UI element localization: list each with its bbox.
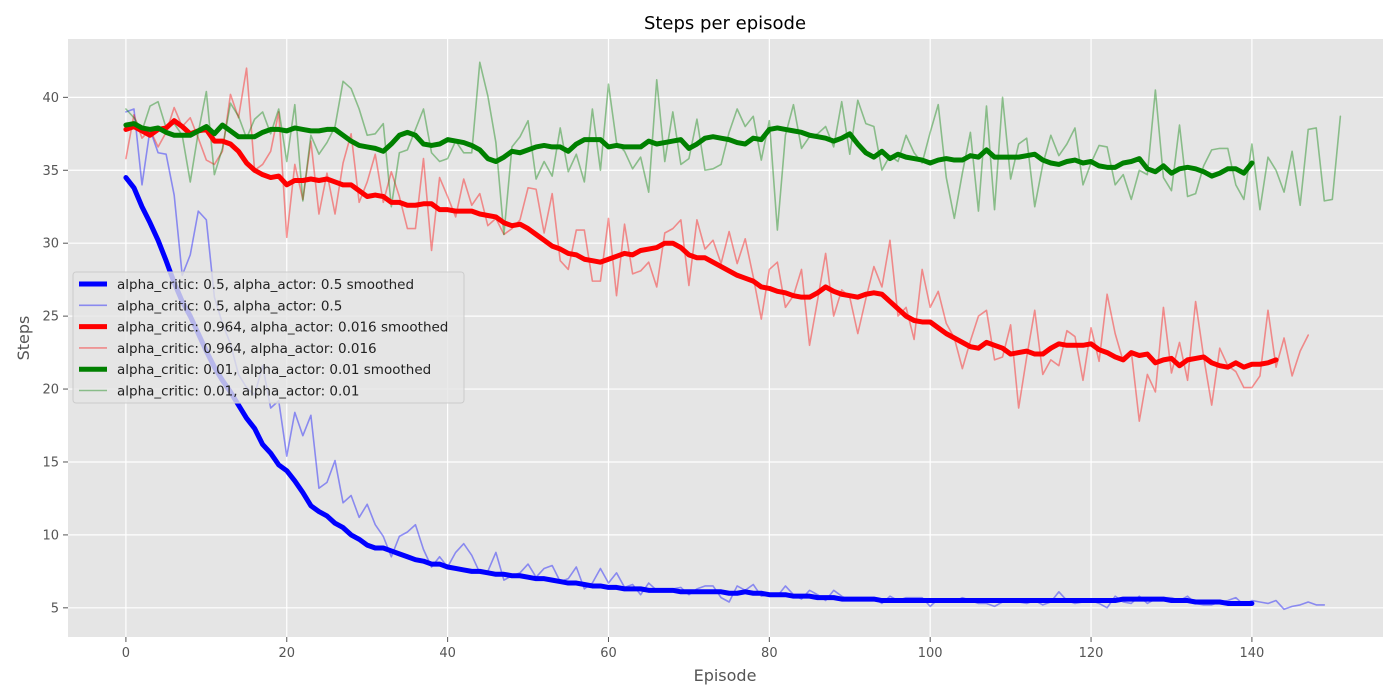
- x-tick-label: 120: [1079, 646, 1104, 661]
- legend-label-4: alpha_critic: 0.01, alpha_actor: 0.01 sm…: [117, 362, 431, 378]
- x-tick-label: 100: [918, 646, 943, 661]
- chart-title: Steps per episode: [644, 13, 806, 34]
- series-line-5: [125, 61, 1342, 236]
- legend-label-2: alpha_critic: 0.964, alpha_actor: 0.016 …: [117, 320, 448, 336]
- x-tick-label: 140: [1239, 646, 1264, 661]
- y-tick-label: 25: [42, 310, 59, 325]
- x-tick-label: 80: [761, 646, 778, 661]
- legend-label-5: alpha_critic: 0.01, alpha_actor: 0.01: [117, 384, 359, 400]
- series-line-2: [123, 118, 1279, 370]
- x-axis-label: Episode: [694, 666, 757, 685]
- y-tick-label: 30: [42, 237, 59, 252]
- y-tick-label: 10: [42, 528, 59, 543]
- legend-label-0: alpha_critic: 0.5, alpha_actor: 0.5 smoo…: [117, 277, 414, 293]
- legend-label-3: alpha_critic: 0.964, alpha_actor: 0.016: [117, 341, 377, 357]
- series-line-3: [125, 67, 1309, 422]
- y-tick-label: 40: [42, 91, 59, 106]
- x-axis-ticks: 0 20 40 60 80 100 120 140: [122, 637, 1264, 661]
- y-axis-ticks: 5 10 15 20 25 30 35 40: [42, 91, 68, 616]
- y-axis-label: Steps: [14, 316, 33, 361]
- y-tick-label: 15: [42, 455, 59, 470]
- y-tick-label: 20: [42, 383, 59, 398]
- x-tick-label: 60: [600, 646, 617, 661]
- series-line-1: [125, 108, 1326, 611]
- series-line-4: [123, 121, 1255, 179]
- series-line-0: [123, 175, 1255, 606]
- x-tick-label: 40: [439, 646, 456, 661]
- legend-label-1: alpha_critic: 0.5, alpha_actor: 0.5: [117, 298, 342, 314]
- y-tick-label: 5: [51, 601, 59, 616]
- series-layer: [123, 61, 1342, 611]
- x-tick-label: 0: [122, 646, 130, 661]
- y-tick-label: 35: [42, 164, 59, 179]
- x-tick-label: 20: [278, 646, 295, 661]
- legend-frame: [72, 271, 465, 404]
- legend: alpha_critic: 0.5, alpha_actor: 0.5 smoo…: [72, 271, 465, 404]
